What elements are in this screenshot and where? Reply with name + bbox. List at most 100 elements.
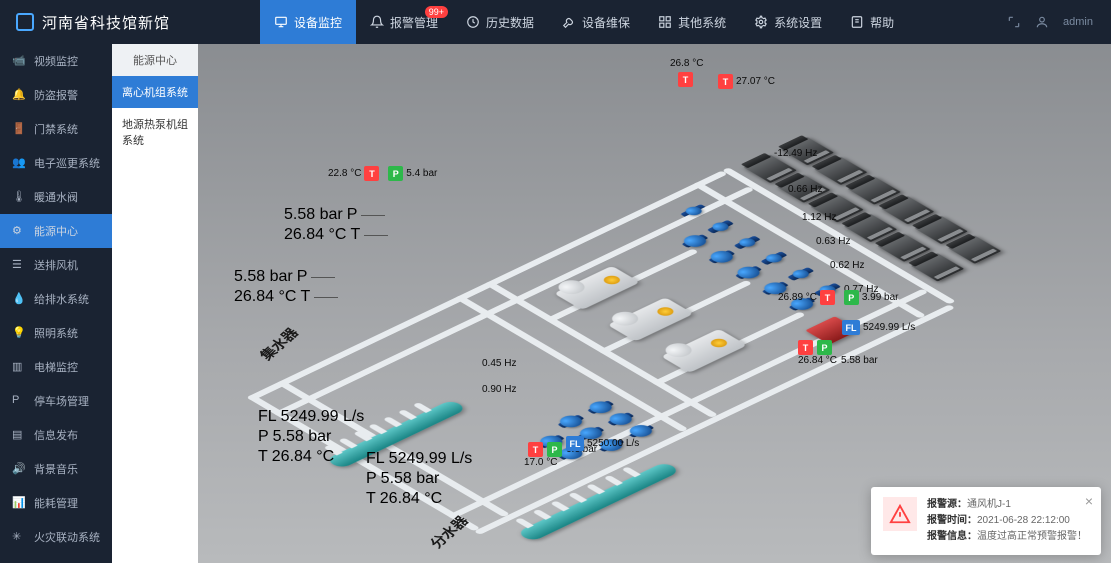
- sidebar-item-light[interactable]: 💡照明系统: [0, 316, 112, 350]
- nav-label: 设备维保: [582, 14, 630, 31]
- sensor-freq1: -12.49 Hz: [774, 148, 817, 159]
- sensor-bottom-fl: FL5250.00 L/s: [566, 436, 639, 451]
- bars-icon: 📊: [12, 496, 26, 510]
- cooling-tower[interactable]: [947, 235, 1001, 264]
- power-icon: ⚙: [12, 224, 26, 238]
- pump[interactable]: [679, 233, 710, 249]
- sidebar-item-access[interactable]: 🚪门禁系统: [0, 112, 112, 146]
- alarm-badge: 99+: [425, 6, 448, 18]
- sensor-coll-a: 5.58 barP 26.84 °CT: [284, 206, 388, 246]
- sensor-right-pair: 26.89 °CT P3.99 bar: [778, 290, 899, 305]
- help-icon: [850, 15, 864, 29]
- wrench-icon: [562, 15, 576, 29]
- alarm-toast: × 报警源：通风机J-1 报警时间：2021-06-28 22:12:00 报警…: [871, 487, 1101, 555]
- sidebar-item-alarm[interactable]: 🔔防盗报警: [0, 78, 112, 112]
- scada-canvas[interactable]: 集水器 分水器 26.8 °C T T27.07 °C 22.8 °CT P5.…: [198, 44, 1111, 563]
- valve[interactable]: [762, 252, 785, 264]
- sidebar-item-music[interactable]: 🔊背景音乐: [0, 452, 112, 486]
- sidebar-item-energy[interactable]: ⚙能源中心: [0, 214, 112, 248]
- sidebar-item-water[interactable]: 💧给排水系统: [0, 282, 112, 316]
- sidebar-item-info[interactable]: ▤信息发布: [0, 418, 112, 452]
- username[interactable]: admin: [1063, 16, 1093, 28]
- sidebar-item-consume[interactable]: 📊能耗管理: [0, 486, 112, 520]
- subside-item-gshp[interactable]: 地源热泵机组系统: [112, 108, 198, 156]
- sensor-freq4: 0.63 Hz: [816, 236, 850, 247]
- pump[interactable]: [706, 249, 737, 265]
- warning-icon: [883, 497, 917, 531]
- sub-sidebar: 能源中心 离心机组系统 地源热泵机组系统: [112, 44, 198, 563]
- sidebar-item-parking[interactable]: P停车场管理: [0, 384, 112, 418]
- close-icon[interactable]: ×: [1085, 493, 1093, 509]
- sensor-stack-a: FL5249.99 L/s P5.58 bar T26.84 °C: [258, 408, 364, 468]
- gear-icon: [754, 15, 768, 29]
- monitor-icon: [274, 15, 288, 29]
- top-header: 河南省科技馆新馆 设备监控 报警管理 99+ 历史数据 设备维保 其他系统 系统…: [0, 0, 1111, 44]
- nav-history[interactable]: 历史数据: [452, 0, 548, 44]
- nav-label: 帮助: [870, 14, 894, 31]
- sensor-right-bot: TP 26.84 °C5.58 bar: [798, 340, 878, 366]
- elevator-icon: ▥: [12, 360, 26, 374]
- valve[interactable]: [789, 268, 812, 280]
- sensor-top1: 26.8 °C: [670, 58, 703, 69]
- toast-body: 报警源：通风机J-1 报警时间：2021-06-28 22:12:00 报警信息…: [927, 497, 1087, 545]
- nav-monitor[interactable]: 设备监控: [260, 0, 356, 44]
- chiller-3[interactable]: [660, 329, 746, 373]
- nav-maint[interactable]: 设备维保: [548, 0, 644, 44]
- camera-icon: 📹: [12, 54, 26, 68]
- sensor-top1-box: T: [678, 72, 693, 87]
- left-sidebar: 📹视频监控 🔔防盗报警 🚪门禁系统 👥电子巡更系统 🌡暖通水阀 ⚙能源中心 ☰送…: [0, 44, 112, 563]
- fire-icon: ✳: [12, 530, 26, 544]
- app-title: 河南省科技馆新馆: [42, 12, 170, 33]
- valve[interactable]: [709, 221, 732, 233]
- valve[interactable]: [735, 237, 758, 249]
- sensor-freq3: 1.12 Hz: [802, 212, 836, 223]
- nav-label: 历史数据: [486, 14, 534, 31]
- sensor-right-fl: FL5249.99 L/s: [842, 320, 915, 335]
- history-icon: [466, 15, 480, 29]
- pump[interactable]: [585, 399, 616, 415]
- cooling-tower[interactable]: [910, 253, 964, 282]
- bell-icon: [370, 15, 384, 29]
- nav-other[interactable]: 其他系统: [644, 0, 740, 44]
- sensor-hz-b: 0.90 Hz: [482, 384, 516, 395]
- grid-icon: [658, 15, 672, 29]
- pump[interactable]: [555, 413, 586, 429]
- subside-item-centrifugal[interactable]: 离心机组系统: [112, 76, 198, 108]
- sidebar-item-fan[interactable]: ☰送排风机: [0, 248, 112, 282]
- chiller-2[interactable]: [607, 297, 693, 341]
- sensor-top2: T27.07 °C: [718, 74, 775, 89]
- nav-help[interactable]: 帮助: [836, 0, 908, 44]
- logo-icon: [16, 13, 34, 31]
- top-nav: 设备监控 报警管理 99+ 历史数据 设备维保 其他系统 系统设置 帮助: [260, 0, 908, 44]
- sidebar-item-hvac[interactable]: 🌡暖通水阀: [0, 180, 112, 214]
- sidebar-item-video[interactable]: 📹视频监控: [0, 44, 112, 78]
- sensor-coll-b: 5.58 barP 26.84 °CT: [234, 268, 338, 308]
- sidebar-item-elevator[interactable]: ▥电梯监控: [0, 350, 112, 384]
- expand-icon[interactable]: [1007, 15, 1021, 29]
- music-icon: 🔊: [12, 462, 26, 476]
- sensor-freq5: 0.62 Hz: [830, 260, 864, 271]
- pump[interactable]: [733, 264, 764, 280]
- fan-icon: ☰: [12, 258, 26, 272]
- door-icon: 🚪: [12, 122, 26, 136]
- pump[interactable]: [605, 411, 636, 427]
- bell-icon: 🔔: [12, 88, 26, 102]
- nav-label: 系统设置: [774, 14, 822, 31]
- nav-alarm[interactable]: 报警管理 99+: [356, 0, 452, 44]
- bulb-icon: 💡: [12, 326, 26, 340]
- users-icon: 👥: [12, 156, 26, 170]
- info-icon: ▤: [12, 428, 26, 442]
- sensor-stack-b: FL5249.99 L/s P5.58 bar T26.84 °C: [366, 450, 472, 510]
- sidebar-item-fire[interactable]: ✳火灾联动系统: [0, 520, 112, 554]
- sensor-left-pair: 22.8 °CT P5.4 bar: [328, 166, 437, 181]
- parking-icon: P: [12, 394, 26, 408]
- header-right: admin: [1007, 15, 1111, 29]
- sensor-hz-a: 0.45 Hz: [482, 358, 516, 369]
- sidebar-item-patrol[interactable]: 👥电子巡更系统: [0, 146, 112, 180]
- subside-title: 能源中心: [112, 44, 198, 76]
- sidebar-item-lightctl[interactable]: ◐灯光照明: [0, 554, 112, 563]
- water-icon: 💧: [12, 292, 26, 306]
- thermo-icon: 🌡: [12, 190, 26, 204]
- nav-settings[interactable]: 系统设置: [740, 0, 836, 44]
- user-icon[interactable]: [1035, 15, 1049, 29]
